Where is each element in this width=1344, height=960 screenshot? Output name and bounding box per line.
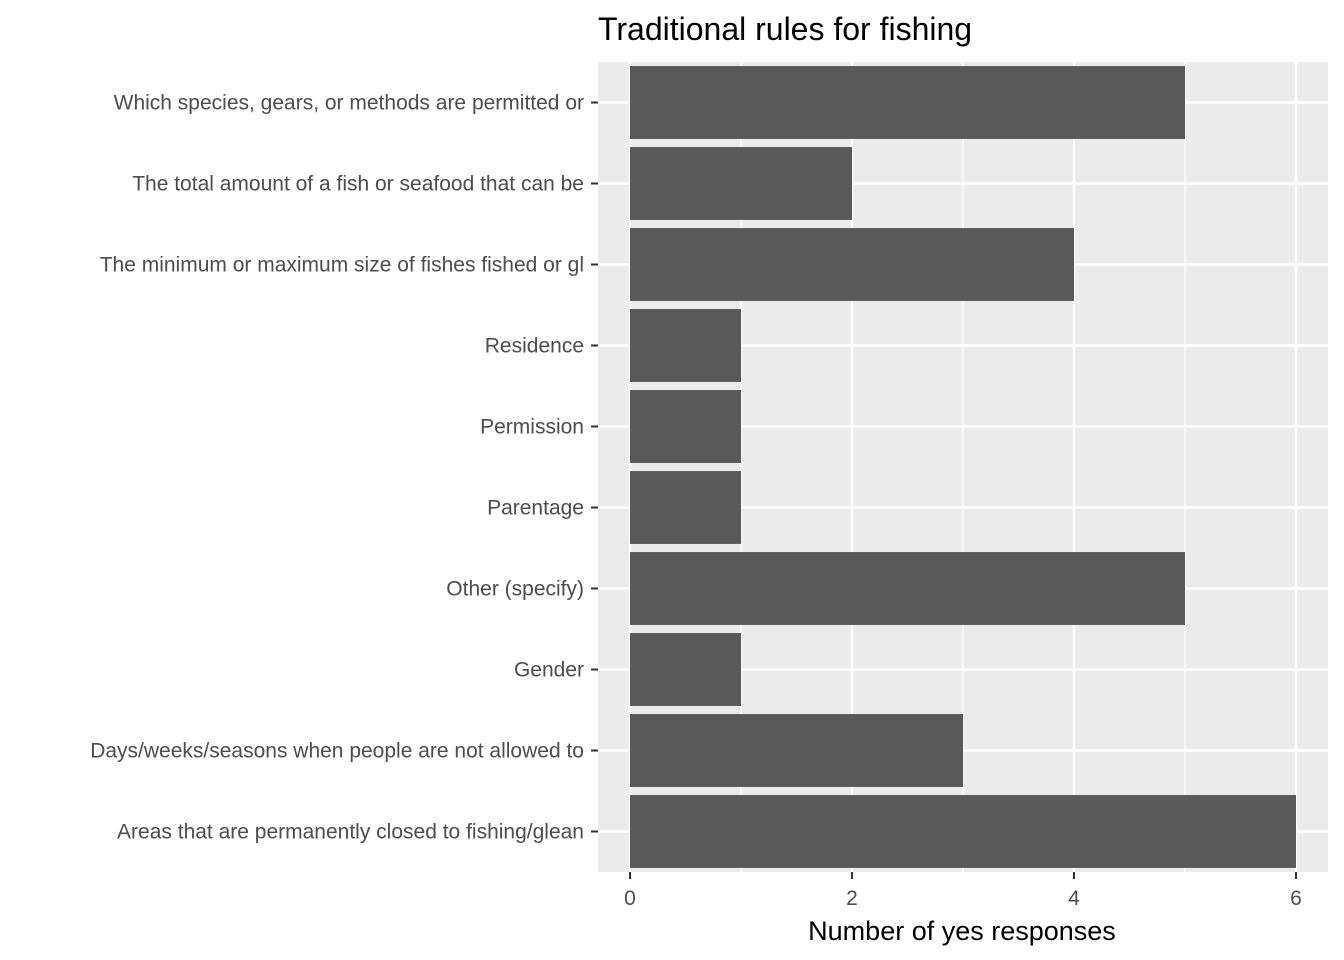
bar [630,147,852,220]
y-tick-label: Parentage [487,497,584,520]
y-tick-label: Other (specify) [446,578,584,601]
y-tick-label: The minimum or maximum size of fishes fi… [100,254,584,277]
y-tick-label: Days/weeks/seasons when people are not a… [90,740,584,763]
bar [630,390,741,463]
x-axis-title: Number of yes responses [808,916,1116,946]
x-tick-label: 2 [846,887,858,910]
bar [630,633,741,706]
y-tick-label: Residence [485,335,584,358]
y-axis: Which species, gears, or methods are per… [90,92,598,844]
bars [630,66,1296,868]
x-axis: 0 2 4 6 [624,872,1302,910]
bar [630,795,1296,868]
bar [630,309,741,382]
bar [630,714,963,787]
bar [630,228,1074,301]
y-tick-label: Permission [480,416,584,439]
x-tick-label: 0 [624,887,636,910]
bar [630,552,1185,625]
chart-title: Traditional rules for fishing [598,11,972,47]
y-tick-label: Gender [514,659,584,682]
bar [630,471,741,544]
y-tick-label: Which species, gears, or methods are per… [114,92,584,115]
bar [630,66,1185,139]
y-tick-label: The total amount of a fish or seafood th… [132,173,584,196]
y-tick-label: Areas that are permanently closed to fis… [117,821,584,844]
x-tick-label: 4 [1068,887,1080,910]
x-tick-label: 6 [1290,887,1302,910]
